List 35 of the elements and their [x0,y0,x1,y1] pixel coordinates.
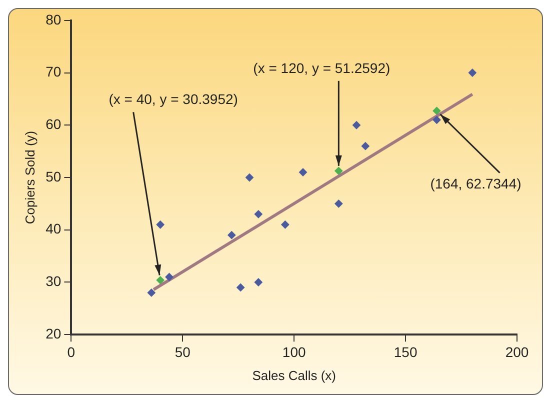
point [254,278,262,286]
point [334,200,343,208]
y-tick-label: 70 [46,64,62,80]
annotation: (x = 40, y = 30.3952) [108,91,238,108]
point [254,210,262,218]
point [432,106,441,115]
point [165,272,174,281]
point [156,276,164,284]
x-tick-label: 0 [67,344,76,360]
y-axis-title: Copiers Sold (y) [22,130,38,224]
point [236,283,245,292]
x-tick-label: 50 [174,344,191,360]
y-tick-label: 40 [46,220,62,237]
x-axis-title: Sales Calls (x) [252,368,336,383]
point [352,121,360,130]
y-tick-label: 20 [46,325,62,342]
x-tick-label: 150 [394,344,418,360]
y-tick-label: 50 [46,168,62,184]
point [156,220,164,229]
y-tick-label: 60 [46,116,62,132]
point [228,231,236,240]
annotation: (x = 120, y = 51.2592) [253,60,390,76]
point [432,116,441,124]
point [361,142,370,150]
point [299,168,308,176]
x-tick-label: 100 [282,344,306,360]
point [147,288,156,297]
y-tick-label: 80 [46,11,62,28]
point [246,174,254,182]
x-tick-label: 200 [505,344,529,360]
y-tick-label: 30 [46,273,62,290]
annotation: (164, 62.7344) [430,176,522,192]
point [281,220,290,229]
point [468,68,476,77]
point [334,166,343,175]
